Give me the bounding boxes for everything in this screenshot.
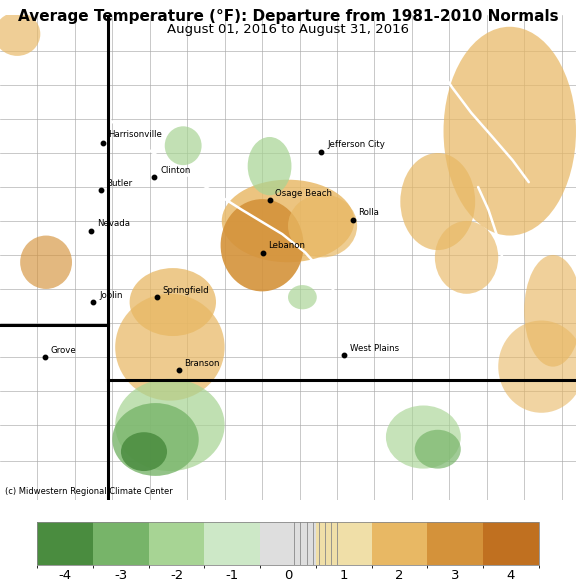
Text: Springfield: Springfield [162, 286, 209, 295]
Text: Branson: Branson [184, 359, 220, 367]
Text: (c) Midwestern Regional Climate Center: (c) Midwestern Regional Climate Center [5, 487, 172, 496]
Text: Butler: Butler [107, 179, 132, 188]
Text: Osage Beach: Osage Beach [275, 189, 332, 198]
Text: West Plains: West Plains [350, 344, 399, 353]
Ellipse shape [0, 12, 40, 56]
Text: Average Temperature (°F): Departure from 1981-2010 Normals: Average Temperature (°F): Departure from… [18, 9, 558, 25]
Text: Jefferson City: Jefferson City [327, 140, 385, 149]
Ellipse shape [121, 432, 167, 471]
Text: Harrisonville: Harrisonville [108, 130, 162, 139]
Ellipse shape [115, 294, 225, 401]
Ellipse shape [435, 221, 498, 294]
Ellipse shape [498, 321, 576, 413]
Ellipse shape [400, 153, 475, 250]
Ellipse shape [115, 379, 225, 471]
Ellipse shape [386, 405, 461, 469]
Text: Nevada: Nevada [97, 219, 130, 228]
Ellipse shape [130, 268, 216, 336]
Ellipse shape [444, 27, 576, 236]
Text: August 01, 2016 to August 31, 2016: August 01, 2016 to August 31, 2016 [167, 23, 409, 36]
Ellipse shape [524, 255, 576, 367]
Ellipse shape [288, 285, 317, 309]
Text: Lebanon: Lebanon [268, 241, 305, 250]
Ellipse shape [112, 403, 199, 476]
Ellipse shape [221, 199, 304, 291]
Text: Clinton: Clinton [160, 166, 191, 175]
Text: Rolla: Rolla [358, 208, 379, 217]
Ellipse shape [222, 180, 354, 262]
Text: Joplin: Joplin [99, 291, 123, 300]
Ellipse shape [415, 430, 461, 469]
Ellipse shape [248, 137, 291, 195]
Ellipse shape [288, 194, 357, 257]
Text: Grove: Grove [51, 346, 77, 355]
Ellipse shape [165, 126, 202, 165]
Ellipse shape [20, 236, 72, 289]
